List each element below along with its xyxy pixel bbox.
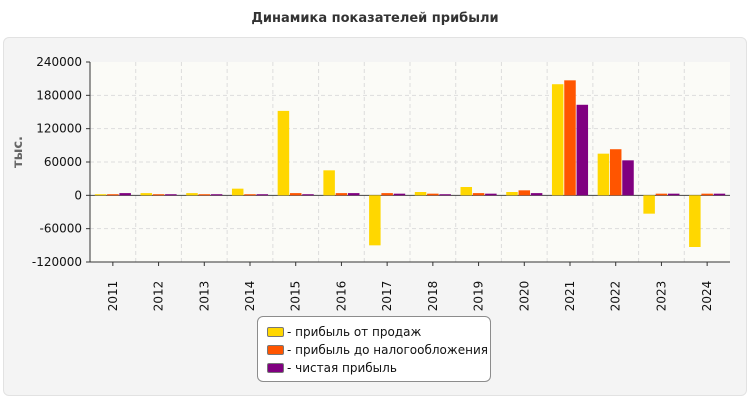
bar-2015-series-1 [277, 110, 290, 196]
bar-2020-series-1 [506, 192, 518, 196]
legend-swatch-sales-profit [267, 327, 284, 337]
bar-2024-series-3 [713, 193, 726, 196]
y-tick-label: 180000 [36, 88, 82, 102]
bar-2013-series-2 [198, 194, 211, 196]
bar-2015-series-2 [289, 193, 302, 196]
bar-2024-series-1 [689, 195, 701, 247]
x-tick-label: 2012 [152, 281, 166, 312]
y-tick-label: -120000 [32, 255, 82, 269]
legend-item-sales-profit: - прибыль от продаж [267, 323, 490, 341]
bar-2014-series-2 [244, 194, 256, 196]
y-tick-label: 240000 [36, 55, 82, 69]
bar-2013-series-1 [186, 193, 198, 196]
bar-2019-series-3 [485, 193, 497, 196]
bar-2023-series-3 [667, 193, 680, 196]
legend-swatch-pretax-profit [267, 345, 284, 355]
x-tick-label: 2022 [609, 281, 623, 312]
chart-title: Динамика показателей прибыли [251, 11, 499, 26]
bar-2018-series-2 [427, 193, 439, 196]
bar-2018-series-1 [414, 192, 427, 196]
x-tick-label: 2017 [380, 281, 394, 312]
x-tick-label: 2016 [334, 281, 348, 312]
y-axis-title: тыс. [11, 136, 26, 168]
x-tick-label: 2018 [426, 281, 440, 312]
legend-item-pretax-profit: - прибыль до налогообложения [267, 341, 490, 359]
x-tick-label: 2020 [517, 281, 531, 312]
bar-2015-series-3 [302, 194, 314, 196]
bar-2014-series-1 [231, 188, 244, 196]
legend-label-net-profit: - чистая прибыль [287, 361, 397, 375]
bar-2024-series-2 [701, 193, 713, 196]
bar-2016-series-1 [323, 170, 335, 196]
bar-2013-series-3 [210, 194, 223, 196]
x-tick-label: 2019 [472, 281, 486, 312]
legend-label-sales-profit: - прибыль от продаж [287, 325, 422, 339]
y-tick-label: 0 [74, 188, 82, 202]
x-tick-label: 2015 [289, 281, 303, 312]
x-tick-label: 2021 [563, 281, 577, 312]
x-tick-label: 2013 [197, 281, 211, 312]
legend: - прибыль от продаж - прибыль до налогоо… [257, 316, 491, 382]
bar-2021-series-3 [576, 104, 589, 196]
x-tick-label: 2014 [243, 281, 257, 312]
y-tick-label: 120000 [36, 122, 82, 136]
bar-2022-series-1 [597, 153, 610, 196]
legend-label-pretax-profit: - прибыль до налогообложения [287, 343, 488, 357]
bar-2017-series-1 [369, 195, 381, 246]
bar-2021-series-2 [564, 80, 576, 196]
bar-2023-series-1 [643, 195, 655, 214]
bar-2012-series-3 [165, 194, 177, 196]
bar-2011-series-1 [94, 194, 107, 196]
legend-swatch-net-profit [267, 363, 284, 373]
bar-2023-series-2 [655, 193, 668, 196]
bar-2016-series-3 [347, 193, 360, 196]
bar-2019-series-1 [460, 187, 473, 196]
bar-2016-series-2 [335, 193, 348, 196]
bar-2020-series-3 [530, 193, 543, 196]
x-tick-label: 2023 [654, 281, 668, 312]
bar-2012-series-1 [140, 193, 153, 196]
bar-2020-series-2 [518, 190, 531, 196]
bar-2011-series-3 [119, 193, 131, 196]
x-tick-label: 2011 [106, 281, 120, 312]
bar-2017-series-3 [393, 193, 406, 196]
bar-2017-series-2 [381, 193, 393, 196]
y-tick-label: -60000 [39, 222, 82, 236]
bar-2014-series-3 [256, 194, 269, 196]
bar-2019-series-2 [472, 193, 485, 196]
bar-2012-series-2 [152, 194, 165, 196]
legend-item-net-profit: - чистая прибыль [267, 359, 490, 377]
bar-2021-series-1 [551, 84, 564, 196]
bar-2011-series-2 [107, 194, 119, 196]
y-tick-label: 60000 [44, 155, 82, 169]
bar-2022-series-3 [622, 160, 634, 196]
bar-2018-series-3 [439, 194, 451, 196]
x-tick-label: 2024 [700, 281, 714, 312]
bar-2022-series-2 [609, 149, 622, 196]
